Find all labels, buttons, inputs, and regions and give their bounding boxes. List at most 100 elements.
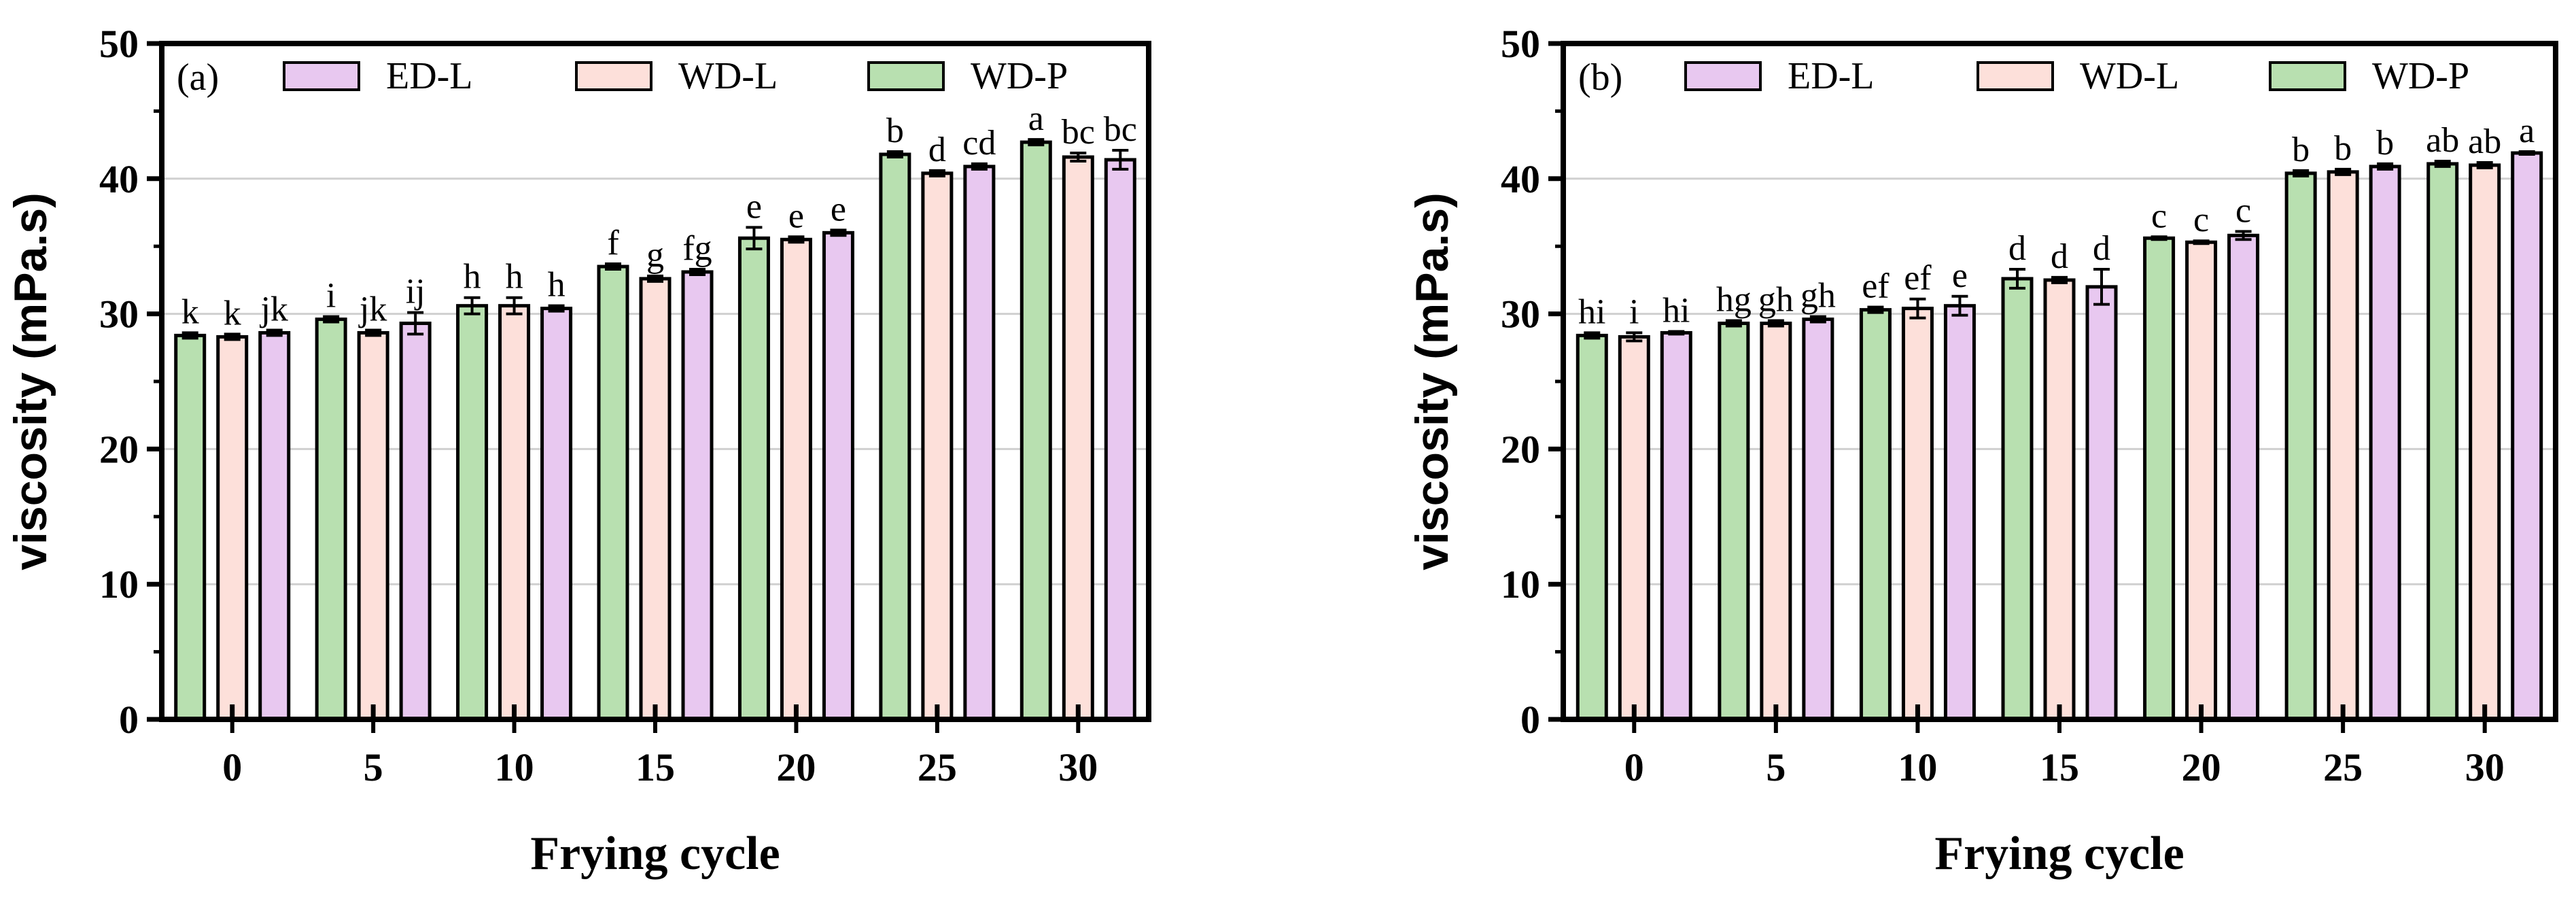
- significance-label: a: [2519, 112, 2535, 150]
- bar: [216, 335, 249, 721]
- bar: [258, 330, 291, 721]
- y-tick-label: 50: [99, 22, 139, 66]
- significance-label: fg: [682, 229, 712, 268]
- significance-label: f: [607, 224, 619, 262]
- significance-label: bc: [1104, 110, 1137, 149]
- x-tick-label: 15: [2040, 745, 2079, 789]
- bar: [2469, 163, 2501, 721]
- significance-label: i: [1629, 292, 1639, 331]
- y-tick-label: 20: [99, 427, 139, 471]
- y-axis-title: viscosity (mPa.s): [5, 192, 56, 570]
- significance-label: i: [326, 277, 336, 315]
- significance-label: k: [181, 292, 199, 331]
- bar: [597, 264, 629, 721]
- significance-label: gh: [1800, 277, 1836, 315]
- x-axis-title: Frying cycle: [1934, 827, 2184, 880]
- x-tick-label: 30: [1058, 745, 1098, 789]
- x-tick-label: 25: [2323, 745, 2363, 789]
- x-tick-label: 0: [1624, 745, 1644, 789]
- bar: [357, 330, 389, 721]
- bar: [2369, 165, 2401, 721]
- bar: [1943, 304, 1976, 721]
- legend-label: WD-L: [2080, 55, 2179, 97]
- bar: [1718, 322, 1750, 721]
- significance-label: ij: [406, 273, 425, 311]
- bar: [639, 277, 672, 721]
- bar: [540, 307, 573, 721]
- bar: [1802, 318, 1834, 721]
- significance-label: h: [464, 258, 481, 296]
- y-tick-label: 30: [1501, 292, 1540, 337]
- x-tick-label: 30: [2465, 745, 2505, 789]
- legend-label: ED-L: [386, 55, 473, 97]
- bar: [1859, 308, 1892, 721]
- significance-label: hi: [1663, 291, 1690, 330]
- legend-label: WD-P: [971, 55, 1068, 97]
- bar: [1576, 333, 1608, 721]
- x-tick-label: 5: [364, 745, 383, 789]
- bar: [2284, 171, 2317, 721]
- legend-label: WD-P: [2372, 55, 2469, 97]
- x-tick-label: 25: [918, 745, 957, 789]
- x-tick-label: 20: [2182, 745, 2221, 789]
- legend-swatch: [1684, 61, 1762, 91]
- y-axis: 0 10 20 30 40 50: [1501, 22, 1563, 742]
- y-tick-label: 10: [99, 562, 139, 607]
- significance-label: hi: [1578, 292, 1605, 331]
- significance-label: d: [928, 131, 946, 169]
- legend-label: WD-L: [678, 55, 778, 97]
- bar: [315, 318, 347, 721]
- y-axis: 0 10 20 30 40 50: [99, 22, 162, 742]
- significance-label: b: [886, 112, 904, 150]
- significance-label: e: [831, 190, 846, 228]
- y-tick-label: 40: [99, 157, 139, 201]
- significance-label: d: [2093, 229, 2110, 268]
- significance-label: g: [646, 236, 664, 275]
- bar: [681, 270, 714, 721]
- bar: [2043, 278, 2076, 721]
- significance-label: b: [2334, 129, 2352, 168]
- bar: [2185, 240, 2218, 721]
- x-tick-label: 10: [495, 745, 534, 789]
- significance-label: d: [2008, 229, 2026, 268]
- significance-label: bc: [1062, 113, 1095, 152]
- y-tick-label: 30: [99, 292, 139, 337]
- significance-label: e: [746, 187, 762, 226]
- bar: [737, 236, 770, 721]
- significance-label: ab: [2468, 122, 2501, 161]
- bar: [498, 304, 531, 721]
- panel-label: (a): [177, 56, 219, 99]
- bar: [2143, 236, 2176, 721]
- significance-label: hg: [1716, 281, 1752, 320]
- bar: [2085, 285, 2118, 721]
- x-axis: 0 5 10 15 20 25 30: [222, 719, 1098, 789]
- significance-label: ef: [1904, 259, 1932, 298]
- bar: [2001, 277, 2034, 721]
- legend-label: ED-L: [1788, 55, 1875, 97]
- bar: [1901, 307, 1934, 721]
- x-tick-label: 0: [222, 745, 242, 789]
- significance-label: d: [2051, 237, 2068, 276]
- chart-panel-b: hi i hi hg gh gh ef ef ed d dc c cb b b ab ab a0102030405…: [1406, 22, 2558, 880]
- legend-swatch: [283, 61, 360, 91]
- significance-label: cd: [962, 124, 996, 163]
- x-tick-label: 15: [636, 745, 675, 789]
- significance-label: c: [2235, 191, 2251, 230]
- significance-label: e: [788, 197, 804, 235]
- bar: [1618, 335, 1650, 721]
- significance-label: b: [2292, 131, 2310, 169]
- significance-label: ef: [1862, 267, 1890, 306]
- y-tick-label: 50: [1501, 22, 1540, 66]
- bar: [1760, 322, 1792, 721]
- bar: [456, 304, 489, 721]
- bar: [2511, 151, 2543, 721]
- bar: [822, 230, 854, 721]
- significance-label: b: [2376, 124, 2394, 163]
- x-tick-label: 5: [1766, 745, 1786, 789]
- bar: [2426, 162, 2459, 721]
- significance-label: k: [224, 294, 241, 332]
- legend-swatch: [1977, 61, 2054, 91]
- y-tick-label: 0: [1520, 698, 1540, 742]
- x-axis: 0 5 10 15 20 25 30: [1624, 719, 2505, 789]
